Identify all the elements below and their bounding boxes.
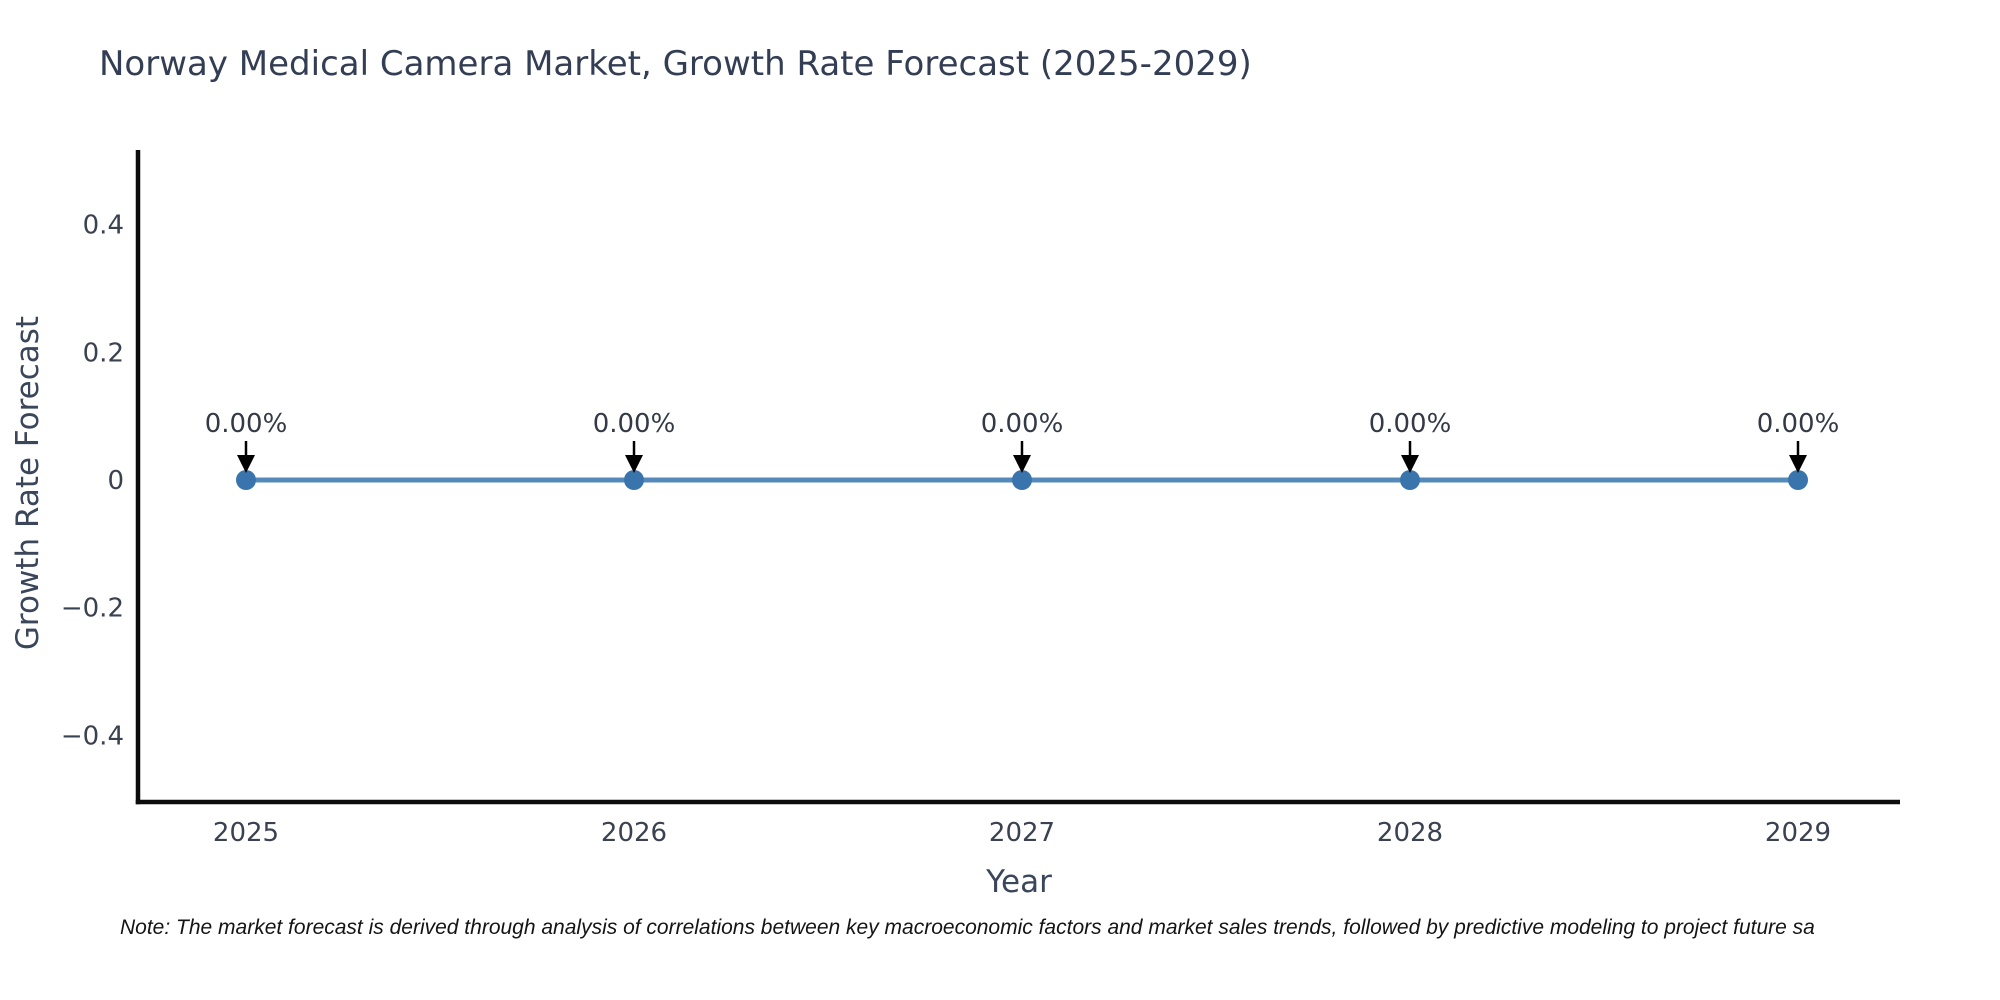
annotation-label: 0.00% [981,409,1064,439]
y-tick-label: 0.2 [83,338,124,368]
annotation-arrow-head [625,455,643,473]
annotation-label: 0.00% [593,409,676,439]
annotation-arrow-head [1013,455,1031,473]
annotation-arrow-head [237,455,255,473]
y-tick-label: −0.4 [61,721,124,751]
y-tick-label: 0 [107,466,124,496]
data-point-2027 [1012,470,1032,490]
data-point-2028 [1400,470,1420,490]
footnote: Note: The market forecast is derived thr… [120,916,1815,939]
chart-title: Norway Medical Camera Market, Growth Rat… [99,44,1252,84]
x-tick-label: 2029 [1765,818,1831,848]
annotation-label: 0.00% [205,409,288,439]
x-tick-label: 2027 [989,818,1055,848]
data-point-2025 [236,470,256,490]
data-point-2026 [624,470,644,490]
x-tick-label: 2026 [601,818,667,848]
annotation-arrow-head [1401,455,1419,473]
data-point-2029 [1788,470,1808,490]
y-tick-label: −0.2 [61,594,124,624]
annotation-arrow-head [1789,455,1807,473]
x-tick-label: 2025 [213,818,279,848]
y-tick-label: 0.4 [83,211,124,241]
x-axis-label: Year [986,864,1052,900]
annotation-label: 0.00% [1369,409,1452,439]
x-tick-label: 2028 [1377,818,1443,848]
annotation-label: 0.00% [1757,409,1840,439]
y-axis-label: Growth Rate Forecast [10,315,46,651]
